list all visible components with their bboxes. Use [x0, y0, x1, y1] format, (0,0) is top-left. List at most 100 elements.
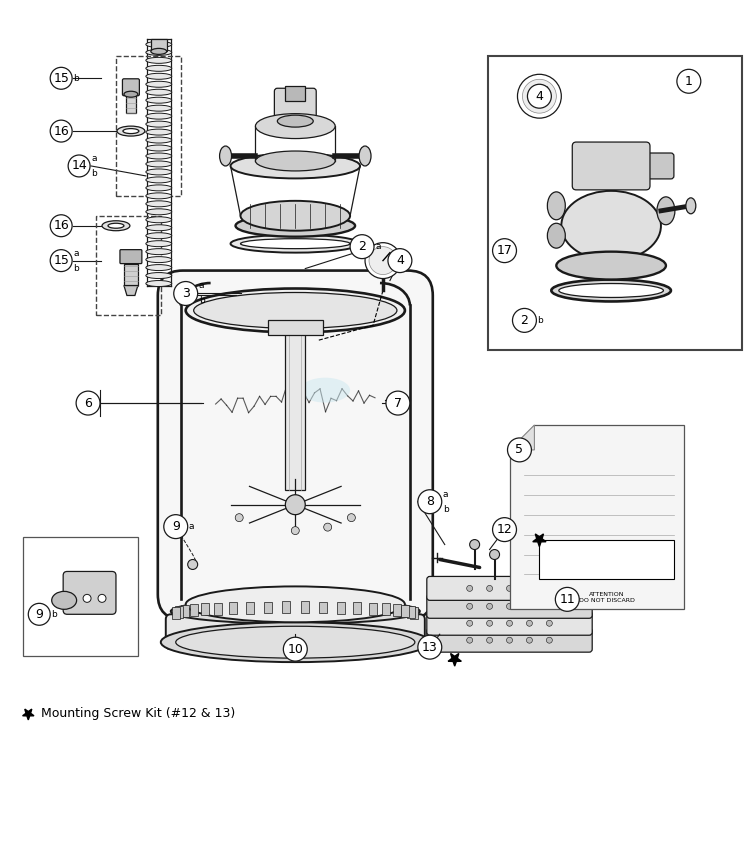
Circle shape [507, 620, 513, 626]
Bar [382, 604, 390, 615]
Ellipse shape [186, 288, 405, 332]
Circle shape [487, 638, 493, 643]
Text: 5: 5 [515, 444, 523, 456]
Ellipse shape [146, 224, 171, 230]
FancyBboxPatch shape [427, 611, 592, 635]
Circle shape [526, 620, 532, 626]
Circle shape [347, 513, 356, 522]
Bar [190, 604, 198, 616]
Ellipse shape [241, 201, 350, 230]
Circle shape [388, 249, 412, 273]
Circle shape [174, 281, 198, 305]
Ellipse shape [241, 239, 350, 249]
Ellipse shape [117, 126, 145, 136]
Text: b: b [443, 505, 448, 513]
Text: 16: 16 [53, 219, 69, 232]
FancyBboxPatch shape [427, 576, 592, 600]
Circle shape [50, 250, 72, 271]
Text: b: b [199, 297, 205, 305]
Bar [282, 601, 290, 614]
Ellipse shape [231, 154, 360, 178]
Bar [393, 604, 401, 616]
Circle shape [547, 620, 553, 626]
Polygon shape [448, 654, 461, 666]
Ellipse shape [146, 241, 171, 246]
Ellipse shape [171, 599, 420, 624]
Circle shape [164, 514, 188, 539]
Polygon shape [124, 286, 138, 296]
Circle shape [523, 79, 556, 113]
Circle shape [467, 604, 473, 609]
Ellipse shape [161, 622, 430, 662]
Text: 10: 10 [287, 643, 303, 655]
Text: 17: 17 [496, 244, 512, 258]
Ellipse shape [146, 257, 171, 263]
Text: 16: 16 [53, 125, 69, 138]
Circle shape [526, 604, 532, 609]
Text: 9: 9 [35, 608, 43, 620]
Bar [214, 603, 222, 615]
Bar [246, 602, 253, 614]
Ellipse shape [186, 586, 405, 622]
FancyBboxPatch shape [158, 270, 433, 620]
Text: a: a [199, 281, 204, 291]
Bar [268, 320, 323, 336]
Text: a: a [91, 154, 96, 163]
Text: 7: 7 [394, 397, 402, 410]
Bar [353, 602, 362, 615]
Ellipse shape [231, 235, 360, 252]
Ellipse shape [256, 114, 335, 139]
Text: a: a [443, 490, 448, 499]
Text: 12: 12 [496, 523, 512, 536]
Ellipse shape [256, 151, 335, 171]
Circle shape [235, 513, 243, 522]
Ellipse shape [146, 122, 171, 127]
Circle shape [323, 523, 332, 531]
FancyBboxPatch shape [427, 628, 592, 652]
FancyBboxPatch shape [120, 250, 142, 264]
Circle shape [418, 635, 441, 659]
Circle shape [513, 309, 536, 332]
Ellipse shape [220, 146, 232, 166]
Ellipse shape [657, 197, 675, 224]
Ellipse shape [556, 252, 666, 280]
Circle shape [677, 70, 701, 94]
Ellipse shape [146, 137, 171, 143]
Ellipse shape [146, 217, 171, 223]
Circle shape [547, 604, 553, 609]
Bar [201, 604, 209, 615]
Polygon shape [532, 534, 546, 547]
Text: b: b [538, 316, 543, 325]
Ellipse shape [146, 185, 171, 191]
Circle shape [188, 559, 198, 570]
Ellipse shape [146, 82, 171, 88]
Bar [411, 607, 418, 619]
Bar [319, 602, 327, 614]
Bar [181, 605, 190, 617]
Polygon shape [510, 425, 535, 450]
Text: 6: 6 [84, 397, 92, 410]
Text: 8: 8 [426, 496, 434, 508]
Ellipse shape [124, 91, 138, 97]
Bar [402, 605, 409, 617]
Text: 1: 1 [685, 75, 693, 88]
Ellipse shape [146, 42, 171, 48]
Circle shape [386, 391, 410, 415]
Ellipse shape [146, 153, 171, 159]
Bar [151, 39, 167, 51]
Ellipse shape [235, 215, 355, 236]
Text: b: b [73, 74, 79, 82]
Text: 4: 4 [396, 254, 404, 267]
Bar [124, 264, 138, 286]
Circle shape [507, 604, 513, 609]
Circle shape [50, 215, 72, 236]
FancyBboxPatch shape [427, 594, 592, 618]
Bar [263, 602, 271, 614]
Ellipse shape [146, 177, 171, 183]
Ellipse shape [686, 198, 696, 214]
Circle shape [291, 527, 299, 535]
FancyBboxPatch shape [613, 153, 674, 178]
Ellipse shape [146, 113, 171, 119]
Ellipse shape [102, 221, 130, 230]
Circle shape [50, 120, 72, 142]
